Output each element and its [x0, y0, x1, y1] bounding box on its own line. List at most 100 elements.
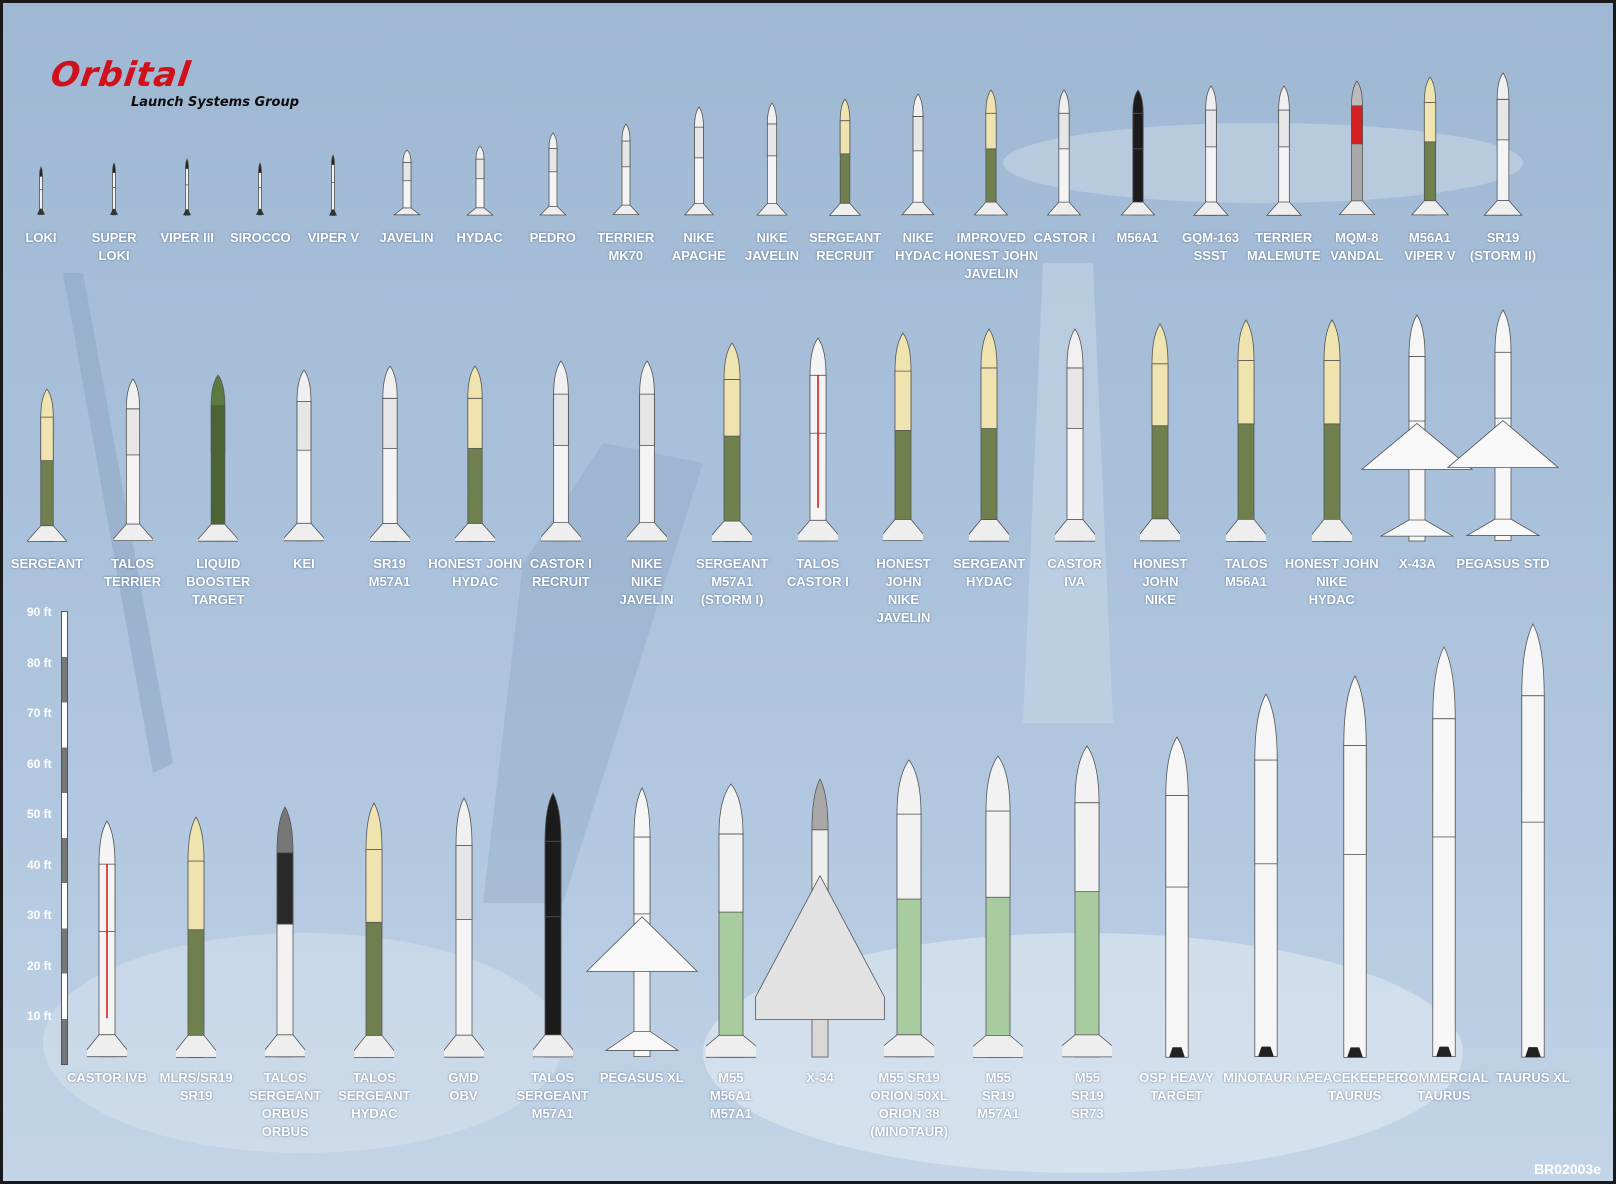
logo-subtitle: Launch Systems Group	[131, 95, 300, 110]
rocket-graphic	[27, 387, 67, 542]
rocket-name-line: SR73	[1071, 1106, 1104, 1121]
rocket-name-line: VIPER III	[160, 230, 214, 245]
rocket-nose	[1408, 314, 1426, 357]
rocket-name-label: TALOS TERRIER	[104, 555, 161, 591]
rocket-nozzle	[1168, 1046, 1185, 1057]
rocket-nose	[1277, 85, 1290, 111]
rocket-nose	[1152, 323, 1169, 365]
rocket-upper-stage	[1074, 802, 1100, 893]
rocket-name-label: CASTOR IVB	[67, 1069, 147, 1087]
rocket-graphic	[392, 149, 421, 216]
rocket-graphic	[532, 792, 573, 1058]
scale-tick-label: 60 ft	[27, 756, 52, 771]
rocket-graphic	[1521, 623, 1545, 1058]
rocket-fins	[369, 522, 410, 542]
rocket-fins	[1192, 201, 1229, 216]
rocket-fins	[538, 206, 567, 216]
rocket-name-line: PEACEKEEPER	[1305, 1070, 1404, 1085]
rocket-graphic	[455, 364, 496, 542]
rocket-nose	[185, 157, 190, 169]
rocket-name-line: HYDAC	[452, 574, 499, 589]
rocket-nose	[112, 162, 116, 174]
rocket-tail-fins	[1379, 519, 1455, 537]
rocket-nose	[1494, 309, 1512, 354]
rocket-name-line: HONEST	[876, 556, 931, 571]
rocket-name-label: M55 SR19 ORION 50XL ORION 38 (MINOTAUR)	[870, 1069, 948, 1141]
rocket-name-line: GQM-163	[1182, 230, 1240, 245]
rocket-upper-stage	[211, 405, 226, 454]
rocket-name-line: VANDAL	[1330, 248, 1384, 263]
rocket-name-label: IMPROVED HONEST JOHN JAVELIN	[944, 229, 1038, 283]
scale-tick-label: 10 ft	[27, 1009, 52, 1023]
rocket-name-label: M56A1 VIPER V	[1404, 229, 1455, 265]
rocket-graphic	[585, 787, 698, 1058]
scale-tick-label: 40 ft	[27, 857, 52, 872]
rocket-nose	[211, 374, 226, 406]
rocket-fins	[183, 208, 192, 215]
rocket-upper-stage	[112, 172, 116, 188]
rocket-upper-stage	[365, 848, 383, 923]
rocket-fins	[87, 1034, 127, 1058]
rocket-name-line: NIKE	[630, 556, 663, 571]
rocket-upper-stage	[839, 119, 851, 154]
rocket-fins	[756, 202, 788, 216]
rocket-name-label: MINOTAUR IV	[1223, 1069, 1308, 1087]
rocket-name-label: TALOS SERGEANT ORBUS ORBUS	[249, 1069, 321, 1141]
rocket-nose	[638, 360, 655, 395]
rocket-graphic	[1343, 674, 1367, 1058]
rocket-nose	[544, 792, 562, 842]
rocket-name-line: M57A1	[977, 1106, 1020, 1121]
rocket-fins	[1140, 518, 1181, 542]
rocket-graphic	[1446, 309, 1560, 542]
rocket-graphic	[110, 162, 119, 216]
rocket-fins	[1120, 201, 1155, 216]
rocket-nose	[694, 106, 704, 128]
rocket-upper-stage	[1237, 359, 1255, 424]
rocket-fins	[973, 201, 1009, 216]
rocket-name-line: SERGEANT	[516, 1088, 589, 1103]
rocket-name-label: MLRS/SR19 SR19	[160, 1069, 233, 1105]
rocket-nose	[382, 364, 398, 399]
rocket-fins	[443, 1034, 484, 1058]
rocket-nose	[1496, 72, 1510, 100]
rocket-name-line: SR19	[179, 1088, 213, 1103]
rocket-name-line: OBV	[449, 1088, 478, 1103]
rocket-fins	[1265, 201, 1302, 216]
rocket-tail-fins	[604, 1031, 680, 1052]
rocket-name-line: NIKE	[887, 592, 919, 607]
rocket-nose	[276, 806, 294, 854]
rocket-nose	[296, 369, 312, 403]
rocket-name-line: SSST	[1193, 248, 1228, 263]
document-code: BR02003e	[1534, 1161, 1601, 1177]
rocket-name-line: ORION 50XL	[870, 1088, 948, 1103]
rocket-upper-stage	[382, 397, 398, 449]
rocket-wing	[1361, 422, 1474, 470]
rocket-name-line: HYDAC	[965, 574, 1013, 589]
rocket-nose	[467, 364, 483, 399]
rocket-nose	[895, 332, 912, 372]
rocket-nose	[1164, 735, 1189, 796]
scale-tick-label: 70 ft	[27, 706, 52, 720]
rocket-graphic	[901, 93, 936, 216]
rocket-nose	[1066, 328, 1084, 369]
rocket-fins	[265, 1034, 306, 1058]
rocket-nose	[809, 337, 827, 376]
rocket-name-label: GMD OBV	[448, 1069, 478, 1105]
rocket-graphic	[538, 132, 567, 216]
rocket-nose	[365, 801, 383, 850]
rocket-nose	[633, 787, 651, 838]
rocket-fins	[1410, 200, 1449, 216]
rocket-name-label: M55 SR19 M57A1	[977, 1069, 1019, 1123]
rocket-nozzle	[1525, 1046, 1541, 1057]
rocket-upper-stage	[1066, 367, 1084, 429]
rocket-fins	[176, 1034, 217, 1058]
rocket-graphic	[283, 369, 324, 542]
rocket-nose	[331, 153, 336, 165]
rocket-nose	[475, 145, 484, 160]
rocket-graphic	[612, 123, 640, 216]
rocket-upper-stage	[985, 112, 997, 150]
rocket-name-line: MALEMUTE	[1246, 248, 1321, 263]
rocket-name-label: TAURUS XL	[1496, 1069, 1569, 1087]
rocket-nose	[621, 123, 631, 142]
rocket-name-line: TERRIER	[1255, 230, 1313, 245]
